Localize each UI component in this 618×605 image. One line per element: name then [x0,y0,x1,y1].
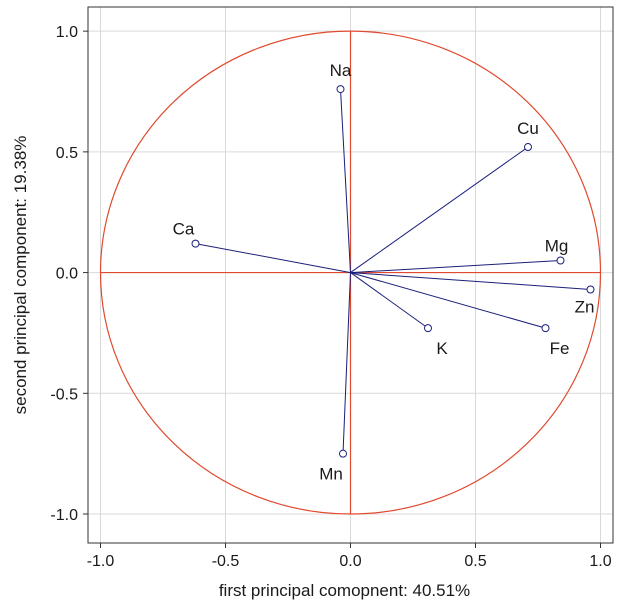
loading-vector-zn [350,272,591,290]
x-tick-label: -1.0 [87,553,115,570]
variable-label-fe: Fe [550,339,570,358]
variable-label-mn: Mn [319,465,343,484]
variable-label-cu: Cu [517,119,539,138]
y-tick-label: 1.0 [56,24,78,41]
loading-point-mg [556,256,565,265]
loading-vector-k [350,272,429,329]
variable-label-zn: Zn [575,297,595,316]
x-tick-label: 0.5 [464,553,486,570]
loading-point-k [424,324,432,333]
y-tick-label: -0.5 [50,386,78,403]
y-tick-label: 0.0 [56,266,78,283]
loading-vector-fe [350,272,546,329]
loading-vector-mn [342,272,351,454]
loading-vector-cu [350,146,529,273]
loading-vector-ca [195,243,351,274]
loading-point-mn [339,449,347,458]
y-tick-label: -1.0 [50,507,78,524]
loading-vector-mg [350,260,561,274]
x-tick-label: 0.0 [339,553,361,570]
loading-vectors: Na Cu Ca Mg Zn K Fe Mn [173,61,595,484]
loading-point-zn [586,285,595,294]
y-tick-label: 0.5 [56,145,78,162]
loading-point-cu [524,143,532,152]
variable-label-mg: Mg [545,237,569,256]
tick-marks [83,30,601,548]
variable-label-k: K [436,339,448,358]
loading-point-ca [191,239,200,248]
loading-point-na [336,85,345,94]
variable-label-ca: Ca [173,220,195,239]
y-tick-labels: -1.0 -0.5 0.0 0.5 1.0 [50,24,78,524]
x-tick-label: 1.0 [589,553,611,570]
x-axis-title: first principal comopnent: 40.51% [219,581,470,600]
x-tick-label: -0.5 [212,553,240,570]
loading-point-fe [541,324,550,333]
y-axis-title: second principal component: 19.38% [11,136,30,415]
x-tick-labels: -1.0 -0.5 0.0 0.5 1.0 [87,553,612,570]
variable-label-na: Na [330,61,352,80]
loading-vector-na [340,89,351,273]
